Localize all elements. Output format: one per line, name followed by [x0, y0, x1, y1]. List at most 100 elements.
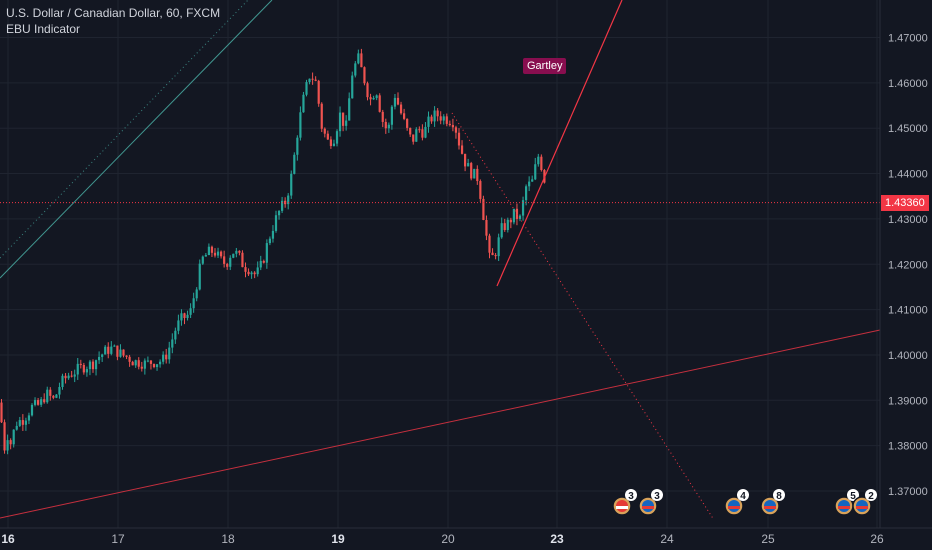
candle-up: [372, 98, 375, 100]
candle-down: [448, 123, 451, 126]
candle-down: [314, 79, 317, 81]
candle-up: [299, 112, 302, 138]
candle-down: [329, 139, 332, 146]
event-flag-icon[interactable]: 8: [760, 489, 785, 516]
candle-up: [424, 126, 427, 138]
candle-down: [122, 349, 125, 356]
candle-down: [140, 366, 143, 369]
candle-up: [528, 181, 531, 187]
candle-up: [390, 106, 393, 125]
price-tick-label: 1.45000: [888, 123, 928, 135]
candle-down: [238, 250, 241, 253]
candle-down: [360, 53, 363, 68]
chart-legend: U.S. Dollar / Canadian Dollar, 60, FXCM …: [6, 5, 220, 37]
candle-up: [518, 215, 522, 219]
event-count: 4: [740, 491, 746, 502]
candle-down: [491, 252, 494, 256]
candle-down: [70, 375, 73, 377]
candle-down: [503, 223, 506, 231]
candle-up: [497, 237, 500, 257]
candle-up: [506, 219, 509, 231]
candle-down: [223, 256, 226, 264]
candle-up: [143, 360, 146, 369]
candle-down: [515, 208, 519, 219]
candle-down: [482, 198, 485, 220]
price-tick-label: 1.41000: [888, 305, 928, 317]
candle-up: [250, 272, 253, 275]
candle-up: [6, 440, 9, 451]
candle-down: [253, 272, 256, 275]
candle-down: [409, 127, 412, 135]
candle-up: [290, 173, 293, 196]
time-axis[interactable]: 16 17 18 19 20 23 24 25 26: [0, 527, 932, 546]
candle-down: [406, 118, 409, 128]
event-flag-icon[interactable]: 2: [852, 489, 877, 516]
green-channel-line: [0, 0, 273, 279]
candle-up: [180, 313, 183, 321]
time-tick-label: 24: [660, 532, 674, 546]
candle-up: [433, 110, 436, 122]
indicator-label[interactable]: EBU Indicator: [6, 22, 81, 36]
candle-down: [9, 440, 12, 445]
candle-down: [421, 129, 424, 138]
candle-down: [430, 116, 433, 122]
candle-up: [195, 289, 198, 299]
price-tick-label: 1.37000: [888, 486, 928, 498]
event-count-badge: [737, 489, 749, 501]
event-flag-icon[interactable]: 4: [724, 489, 749, 516]
candle-up: [159, 361, 162, 365]
symbol-title[interactable]: U.S. Dollar / Canadian Dollar, 60, FXCM: [6, 6, 221, 20]
price-tick-label: 1.38000: [888, 441, 928, 453]
candle-down: [49, 389, 52, 396]
candle-down: [470, 163, 473, 179]
chart-grid: [0, 0, 880, 528]
candle-up: [192, 298, 195, 309]
candle-up: [134, 360, 137, 366]
candle-down: [21, 420, 24, 425]
time-tick-label: 23: [550, 532, 564, 546]
event-count-badge: [625, 489, 637, 501]
candle-down: [116, 345, 119, 357]
event-count-badge: [847, 489, 859, 501]
candle-up: [113, 345, 116, 347]
candle-up: [500, 223, 503, 238]
candle-up: [537, 156, 540, 165]
event-count: 2: [868, 491, 874, 502]
candle-down: [64, 375, 67, 379]
event-flag-icon[interactable]: 5: [834, 489, 859, 516]
time-tick-label: 19: [331, 532, 345, 546]
candle-down: [363, 67, 366, 84]
candle-down: [262, 260, 265, 263]
time-tick-label: 20: [441, 532, 455, 546]
candle-up: [30, 404, 34, 416]
candle-up: [15, 425, 18, 430]
candle-down: [82, 364, 85, 373]
candle-up: [467, 163, 470, 167]
time-tick-label: 18: [221, 532, 235, 546]
candle-down: [107, 346, 110, 354]
candle-down: [509, 219, 512, 223]
candle-up: [104, 346, 107, 355]
candle-down: [457, 132, 461, 146]
candle-up: [88, 361, 92, 370]
candle-down: [210, 246, 214, 253]
candle-up: [387, 124, 390, 129]
candle-down: [43, 399, 46, 403]
candle-down: [479, 181, 482, 199]
candle-up: [296, 137, 299, 155]
price-tick-label: 1.42000: [888, 259, 928, 271]
event-flag-icon[interactable]: 3: [638, 489, 663, 516]
price-tick-label: 1.43000: [888, 214, 928, 226]
gartley-pattern-label[interactable]: Gartley: [523, 58, 567, 74]
candle-up: [27, 415, 31, 421]
event-flag-icon[interactable]: 3: [612, 489, 637, 516]
price-axis[interactable]: 1.47000 1.46000 1.45000 1.44000 1.43000 1.420…: [879, 0, 928, 528]
candle-up: [265, 243, 268, 263]
candle-up: [351, 75, 354, 99]
projection-dotted-line: [451, 112, 715, 521]
event-count: 3: [654, 491, 660, 502]
candle-down: [485, 219, 488, 236]
economic-events[interactable]: 3 3 4 8 5 2: [612, 489, 877, 516]
candle-down: [137, 360, 140, 367]
